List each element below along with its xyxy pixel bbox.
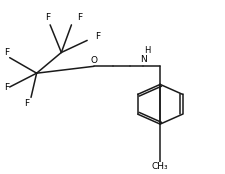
Text: CH₃: CH₃ bbox=[151, 162, 168, 171]
Text: F: F bbox=[4, 82, 9, 92]
Text: F: F bbox=[24, 99, 29, 108]
Text: H: H bbox=[144, 46, 150, 55]
Text: F: F bbox=[94, 32, 99, 41]
Text: F: F bbox=[4, 48, 9, 57]
Text: N: N bbox=[139, 55, 146, 64]
Text: F: F bbox=[76, 13, 81, 22]
Text: F: F bbox=[45, 13, 50, 22]
Text: O: O bbox=[90, 56, 97, 65]
